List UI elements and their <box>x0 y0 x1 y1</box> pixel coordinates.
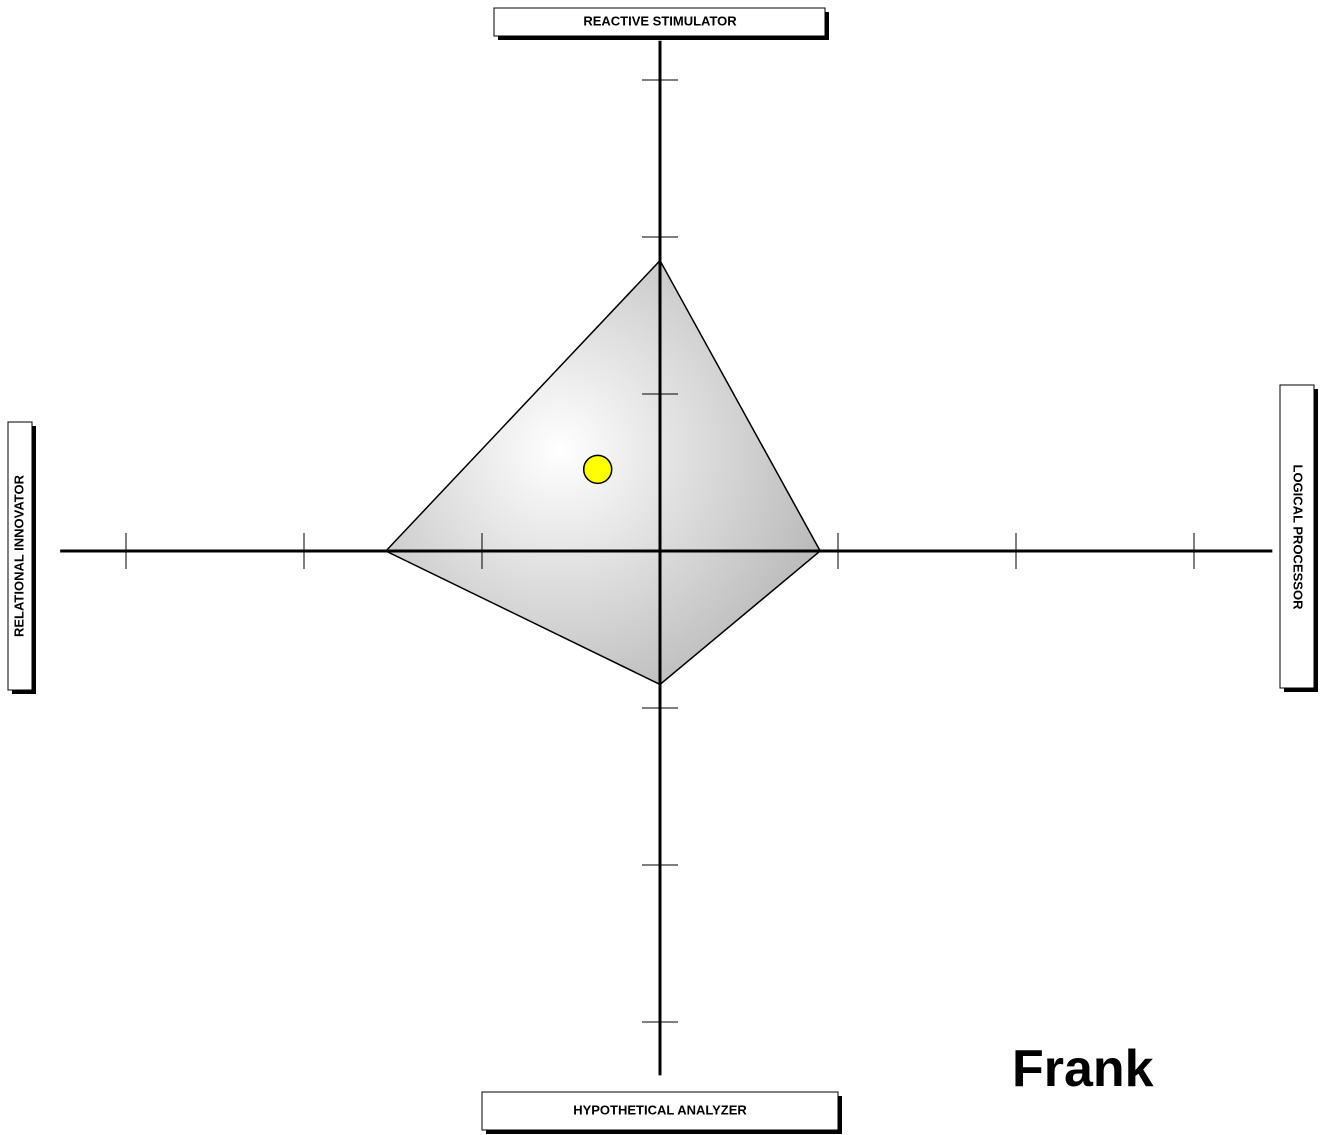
label-box <box>7 421 33 691</box>
person-name: Frank <box>1012 1040 1154 1098</box>
axis-label: REACTIVE STIMULATOR <box>583 13 737 28</box>
label-box <box>493 7 826 37</box>
axis-label: HYPOTHETICAL ANALYZER <box>573 1102 747 1117</box>
axis-label: RELATIONAL INNOVATOR <box>11 474 26 637</box>
profile-point <box>582 454 613 485</box>
label-box <box>1279 384 1315 689</box>
axis-label: LOGICAL PROCESSOR <box>1291 465 1306 611</box>
label-box <box>481 1091 839 1131</box>
